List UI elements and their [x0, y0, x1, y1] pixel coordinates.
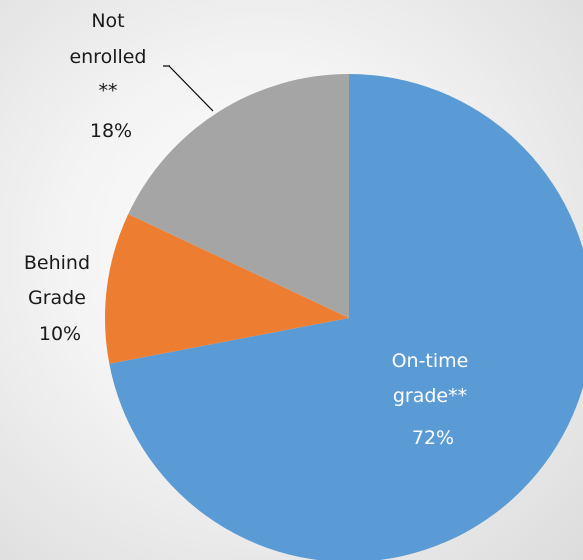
slice-label-on-time: On-time grade** 72% [392, 350, 475, 449]
slice-label-not-enrolled: Not enrolled ** 18% [69, 10, 152, 142]
not-enrolled-leader-line [168, 65, 214, 112]
slice-label-behind-grade: Behind Grade 10% [24, 252, 96, 345]
pie-slices [104, 74, 583, 560]
slice-not-enrolled [128, 74, 349, 318]
slice-behind-grade [104, 214, 349, 364]
slice-on-time-grade [109, 74, 583, 560]
